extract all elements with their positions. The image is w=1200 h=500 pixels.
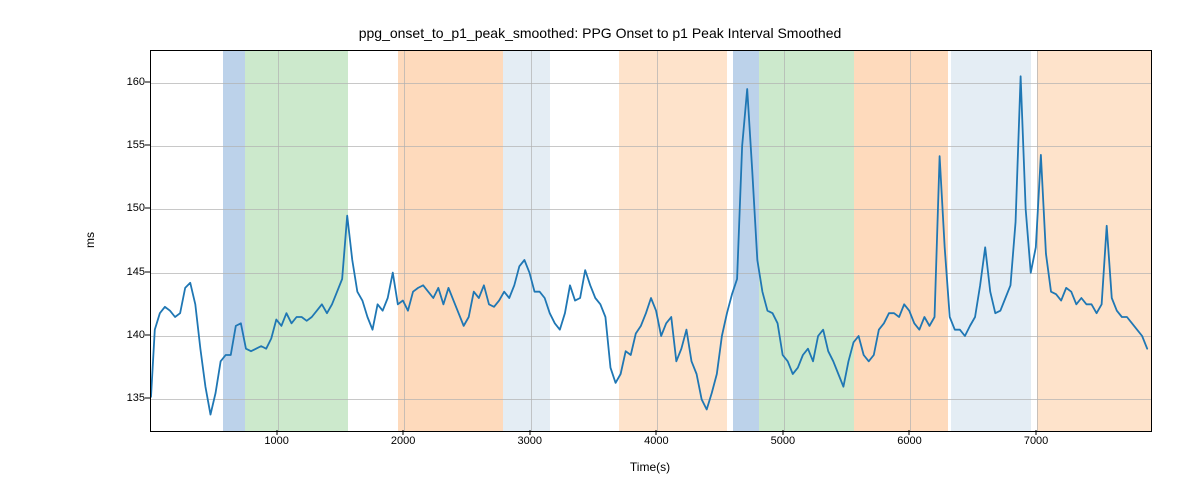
ytick-label: 145	[127, 266, 145, 278]
data-line	[151, 76, 1147, 414]
ytick-mark	[145, 335, 150, 336]
line-series	[151, 51, 1151, 431]
ytick-label: 140	[127, 329, 145, 341]
ytick-label: 160	[127, 76, 145, 88]
ytick-mark	[145, 271, 150, 272]
ytick-mark	[145, 208, 150, 209]
xtick-label: 6000	[897, 435, 921, 447]
x-axis-label: Time(s)	[630, 460, 670, 474]
xtick-label: 4000	[644, 435, 668, 447]
chart-title: ppg_onset_to_p1_peak_smoothed: PPG Onset…	[0, 25, 1200, 41]
xtick-label: 1000	[264, 435, 288, 447]
y-axis-label: ms	[83, 232, 97, 248]
ytick-mark	[145, 81, 150, 82]
ytick-label: 150	[127, 202, 145, 214]
xtick-label: 5000	[771, 435, 795, 447]
figure: ppg_onset_to_p1_peak_smoothed: PPG Onset…	[0, 0, 1200, 500]
xtick-label: 2000	[391, 435, 415, 447]
ytick-mark	[145, 398, 150, 399]
xtick-label: 3000	[517, 435, 541, 447]
plot-area	[150, 50, 1152, 432]
ytick-label: 135	[127, 392, 145, 404]
ytick-label: 155	[127, 139, 145, 151]
ytick-mark	[145, 145, 150, 146]
xtick-label: 7000	[1024, 435, 1048, 447]
